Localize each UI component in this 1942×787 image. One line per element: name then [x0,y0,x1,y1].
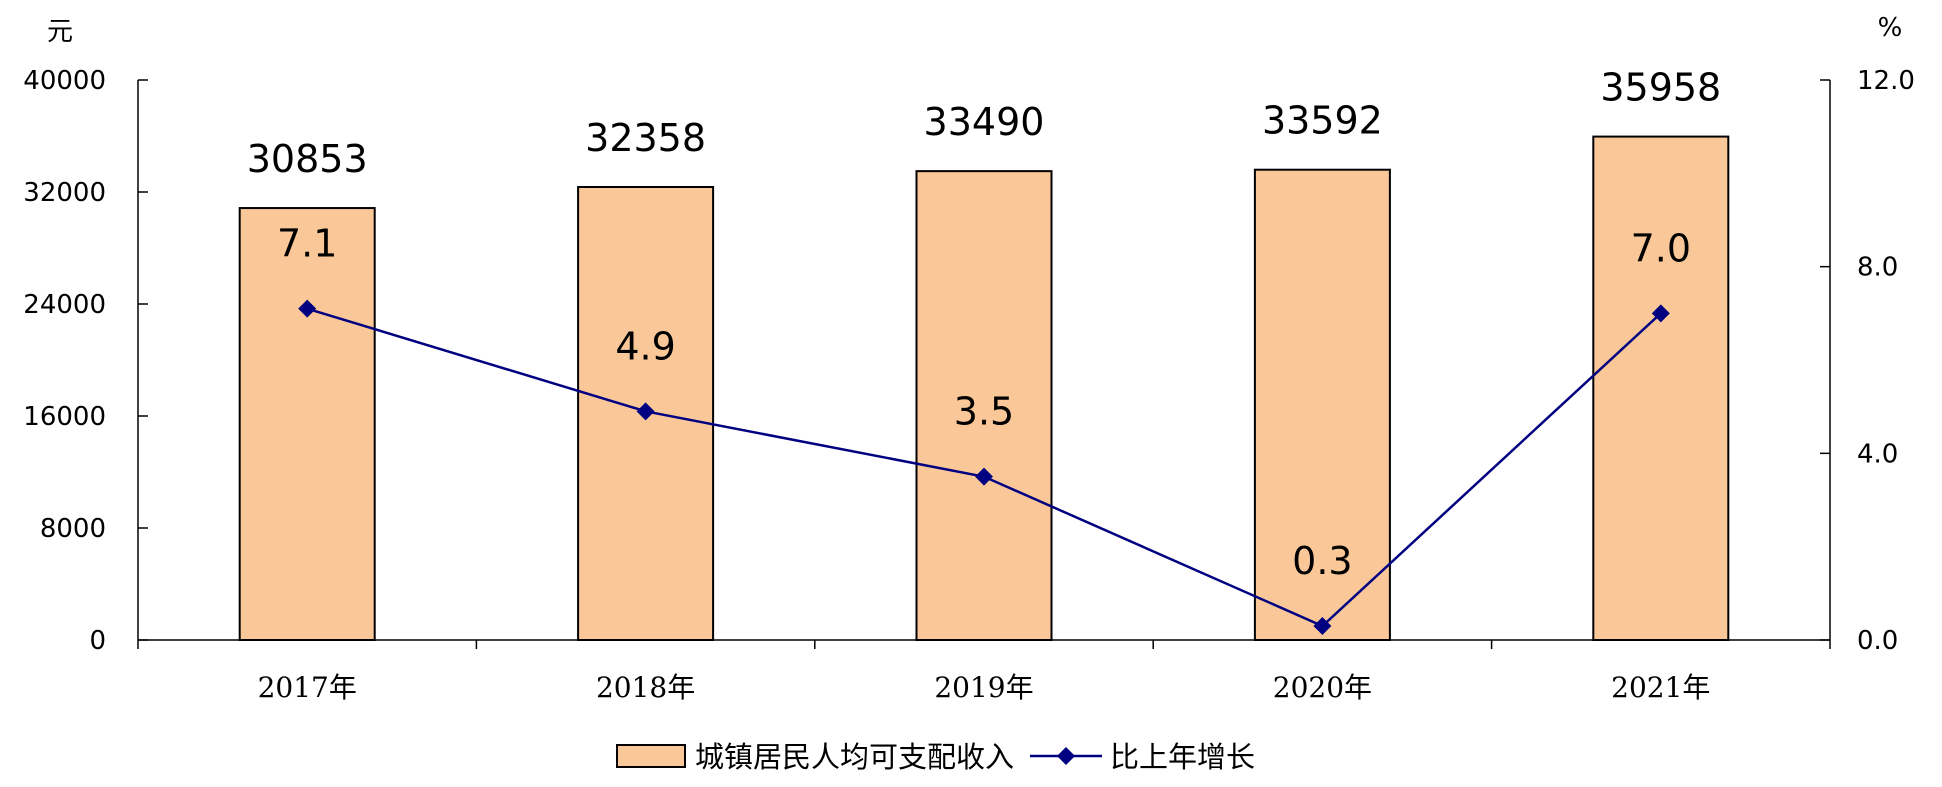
y-right-tick-3: 12.0 [1857,66,1915,96]
y-left-unit: 元 [47,17,73,47]
x-tick-3: 2020年 [1273,671,1372,704]
line-label-3: 0.3 [1292,539,1352,583]
y-right-tick-0: 0.0 [1857,626,1898,656]
y-left-tick-4: 32000 [23,178,106,208]
line-point-1 [636,402,655,421]
line-label-0: 7.1 [277,222,337,266]
bar-2 [915,170,1053,641]
line-label-1: 4.9 [615,324,675,368]
line-point-4 [1651,304,1670,323]
line-point-3 [1313,617,1332,635]
bar-label-2: 33490 [924,100,1045,144]
y-right-unit: % [1878,13,1903,43]
bar-label-1: 32358 [585,116,706,160]
line-point-0 [298,299,317,318]
bar-3 [1253,168,1391,641]
y-left-tick-3: 24000 [23,290,106,320]
x-tick-1: 2018年 [596,671,695,704]
line-label-4: 7.0 [1631,226,1691,270]
line-label-2: 3.5 [954,390,1014,434]
y-left-tick-0: 0 [89,626,106,656]
legend: 城镇居民人均可支配收入 比上年增长 [616,740,1255,774]
bar-4 [1592,135,1730,641]
y-right-tick-2: 8.0 [1857,253,1898,283]
x-tick-4: 2021年 [1611,671,1710,704]
legend-line-marker [1057,747,1075,765]
y-left-tick-2: 16000 [23,402,106,432]
plot-area: 30853 32358 33490 33592 35958 0 8000 16000 24000… [23,13,1915,704]
y-left-tick-5: 40000 [23,66,106,96]
bar-label-0: 30853 [247,137,368,181]
line-point-2 [975,467,993,486]
x-tick-0: 2017年 [258,671,357,704]
y-right-tick-1: 4.0 [1857,439,1898,469]
legend-bar-swatch [616,744,686,768]
bar-label-4: 35958 [1600,66,1721,110]
legend-line-label: 比上年增长 [1110,740,1255,774]
bar-label-3: 33592 [1262,99,1383,143]
legend-bar-label: 城镇居民人均可支配收入 [695,740,1014,774]
y-left-tick-1: 8000 [40,514,106,544]
bar-0 [238,207,376,641]
x-tick-2: 2019年 [934,671,1033,704]
